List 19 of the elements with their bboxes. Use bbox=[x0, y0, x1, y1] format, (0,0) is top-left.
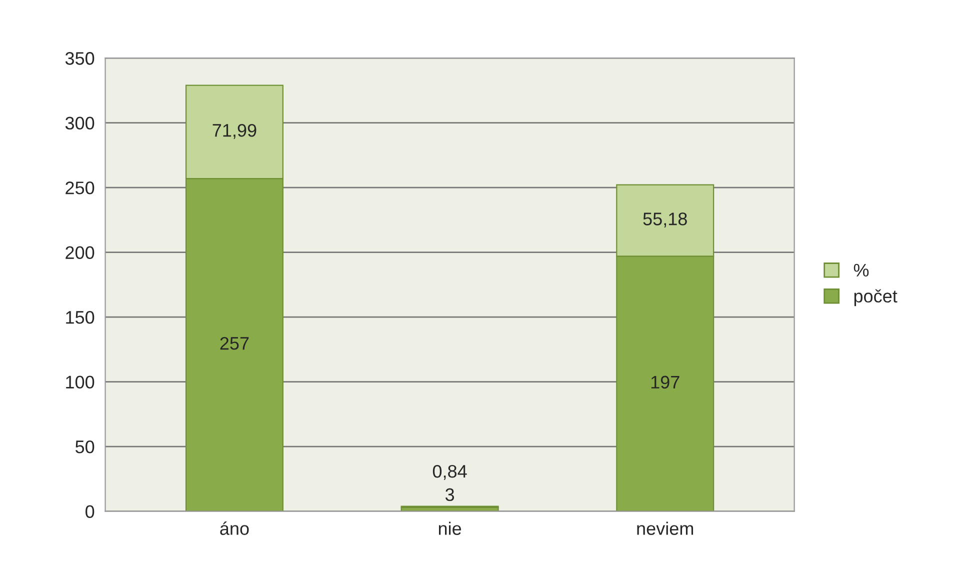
legend-label: počet bbox=[854, 289, 898, 306]
data-label: 3 bbox=[445, 488, 454, 502]
y-tick-label: 350 bbox=[65, 52, 94, 65]
y-tick-label: 150 bbox=[66, 310, 94, 324]
data-label: 197 bbox=[651, 376, 680, 389]
y-tick-label: 250 bbox=[66, 182, 94, 194]
y-tick-label: 200 bbox=[66, 246, 94, 260]
y-tick-label: 0 bbox=[86, 505, 94, 518]
x-tick-label: neviem bbox=[637, 522, 694, 535]
data-label: 71,99 bbox=[212, 124, 256, 139]
y-tick-label: 100 bbox=[66, 376, 94, 389]
data-label: 257 bbox=[220, 336, 249, 350]
y-tick-label: 300 bbox=[65, 116, 94, 130]
legend-label: % bbox=[854, 264, 869, 277]
data-label: 0,84 bbox=[432, 464, 467, 480]
x-tick-label: nie bbox=[438, 522, 462, 535]
data-label: 55,18 bbox=[643, 212, 687, 228]
x-tick-label: áno bbox=[220, 521, 249, 535]
y-tick-label: 50 bbox=[75, 440, 94, 454]
